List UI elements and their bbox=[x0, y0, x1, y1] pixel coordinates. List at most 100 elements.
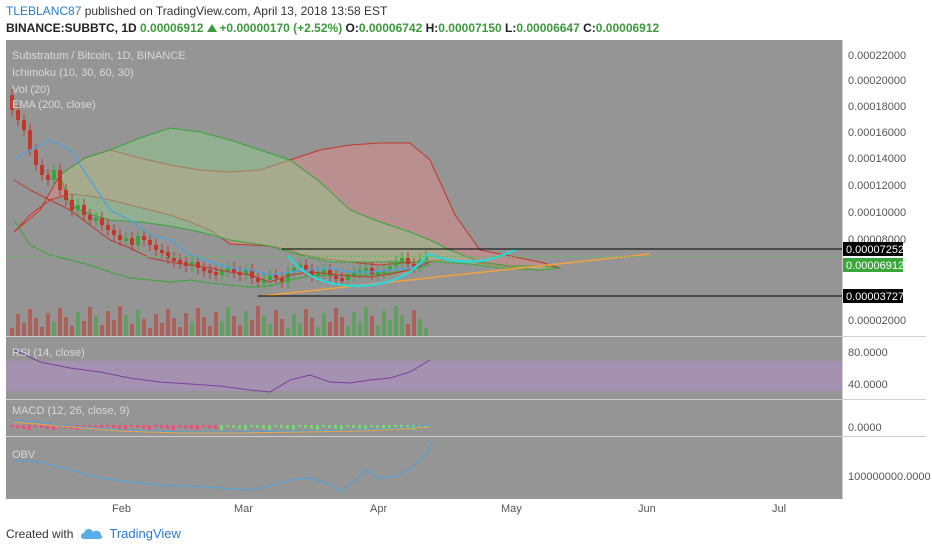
macd-bar bbox=[286, 425, 289, 429]
macd-bar bbox=[268, 425, 271, 430]
resistance-price-box bbox=[843, 242, 903, 256]
legend-ema[interactable]: EMA (200, close) bbox=[12, 99, 96, 111]
volume-bar bbox=[280, 319, 284, 336]
legend-vol[interactable]: Vol (20) bbox=[12, 84, 50, 96]
candle-body bbox=[382, 270, 386, 273]
obv-label[interactable]: OBV bbox=[12, 449, 36, 461]
macd-bar bbox=[388, 425, 391, 430]
ohlc-bar: BINANCE:SUBBTC, 1D 0.00006912 +0.00000170… bbox=[6, 21, 659, 35]
footer-created-text: Created with bbox=[6, 526, 74, 541]
ichimoku-cloud-bear bbox=[13, 142, 561, 271]
macd-bar bbox=[304, 425, 307, 428]
macd-bar bbox=[274, 425, 277, 427]
price-tick: 0.00020000 bbox=[848, 75, 906, 87]
candle-body bbox=[154, 245, 158, 250]
volume-bar bbox=[238, 325, 242, 336]
low-label: L: bbox=[505, 21, 517, 35]
macd-bar bbox=[118, 425, 121, 429]
macd-bar bbox=[376, 425, 379, 428]
macd-bar bbox=[148, 425, 151, 430]
candle-body bbox=[250, 270, 254, 278]
author-link[interactable]: TLEBLANC87 bbox=[6, 4, 82, 18]
volume-bar bbox=[184, 313, 188, 336]
rsi-label[interactable]: RSI (14, close) bbox=[12, 347, 85, 359]
macd-bar bbox=[340, 425, 343, 430]
macd-bar bbox=[346, 425, 349, 427]
macd-bar bbox=[82, 425, 85, 427]
volume-bar bbox=[310, 318, 314, 336]
volume-bar bbox=[94, 316, 98, 336]
candle-body bbox=[136, 236, 140, 245]
price-tick: 0.00012000 bbox=[848, 180, 906, 192]
price-tick: 0.00022000 bbox=[848, 50, 906, 62]
cup-curve bbox=[287, 253, 429, 288]
macd-bar bbox=[196, 425, 199, 430]
volume-bar bbox=[370, 316, 374, 336]
volume-series bbox=[10, 306, 428, 336]
volume-bar bbox=[64, 317, 68, 336]
candle-body bbox=[16, 110, 20, 120]
obv-tick: 100000000.0000 bbox=[848, 471, 931, 483]
volume-bar bbox=[22, 323, 26, 336]
tradingview-link[interactable]: TradingView bbox=[109, 526, 181, 541]
volume-bar bbox=[244, 311, 248, 336]
macd-bar bbox=[46, 425, 49, 429]
rsi-pane[interactable] bbox=[6, 337, 842, 399]
candle-body bbox=[70, 200, 74, 210]
volume-bar bbox=[316, 327, 320, 336]
publish-text: published on TradingView.com, April 13, … bbox=[81, 4, 388, 18]
candle-body bbox=[226, 268, 230, 271]
candle-body bbox=[256, 278, 260, 282]
macd-bar bbox=[160, 425, 163, 428]
volume-bar bbox=[166, 309, 170, 336]
macd-bar bbox=[322, 425, 325, 427]
macd-bar bbox=[40, 425, 43, 428]
volume-bar bbox=[172, 318, 176, 336]
volume-bar bbox=[58, 308, 62, 336]
candle-body bbox=[370, 268, 374, 274]
macd-bar bbox=[352, 425, 355, 428]
obv-pane[interactable] bbox=[6, 437, 842, 499]
volume-bar bbox=[52, 322, 56, 336]
rsi-line bbox=[13, 349, 431, 393]
macd-bar bbox=[136, 425, 139, 428]
time-tick: May bbox=[501, 503, 522, 515]
last-price: 0.00006912 bbox=[140, 21, 204, 35]
time-axis[interactable] bbox=[6, 499, 842, 517]
candle-body bbox=[400, 258, 404, 262]
candle-body bbox=[40, 165, 44, 175]
volume-bar bbox=[46, 313, 50, 336]
volume-bar bbox=[178, 327, 182, 336]
candle-body bbox=[88, 215, 92, 220]
candle-body bbox=[322, 270, 326, 273]
macd-line bbox=[13, 419, 431, 433]
macd-bar bbox=[202, 425, 205, 427]
volume-bar bbox=[40, 327, 44, 336]
macd-pane[interactable] bbox=[6, 400, 842, 436]
legend-title: Substratum / Bitcoin, 1D, BINANCE bbox=[12, 50, 186, 62]
volume-bar bbox=[256, 306, 260, 336]
candle-body bbox=[142, 236, 146, 240]
legend-ichimoku[interactable]: Ichimoku (10, 30, 60, 30) bbox=[12, 67, 134, 79]
price-tick: 0.00014000 bbox=[848, 153, 906, 165]
volume-bar bbox=[88, 307, 92, 336]
macd-label[interactable]: MACD (12, 26, close, 9) bbox=[12, 405, 129, 417]
volume-bar bbox=[106, 311, 110, 336]
volume-bar bbox=[286, 328, 290, 336]
open-label: O: bbox=[345, 21, 359, 35]
candle-body bbox=[406, 258, 410, 264]
macd-bar bbox=[316, 425, 319, 430]
candle-body bbox=[76, 205, 80, 210]
volume-bar bbox=[118, 306, 122, 336]
volume-bar bbox=[268, 324, 272, 336]
macd-bar bbox=[370, 425, 373, 427]
candle-body bbox=[340, 278, 344, 281]
candle-body bbox=[388, 266, 392, 270]
time-tick: Jul bbox=[772, 503, 786, 515]
volume-bar bbox=[82, 321, 86, 336]
candle-body bbox=[394, 262, 398, 266]
candle-body bbox=[94, 218, 98, 221]
candle-body bbox=[208, 270, 212, 273]
up-arrow-icon bbox=[207, 24, 218, 32]
